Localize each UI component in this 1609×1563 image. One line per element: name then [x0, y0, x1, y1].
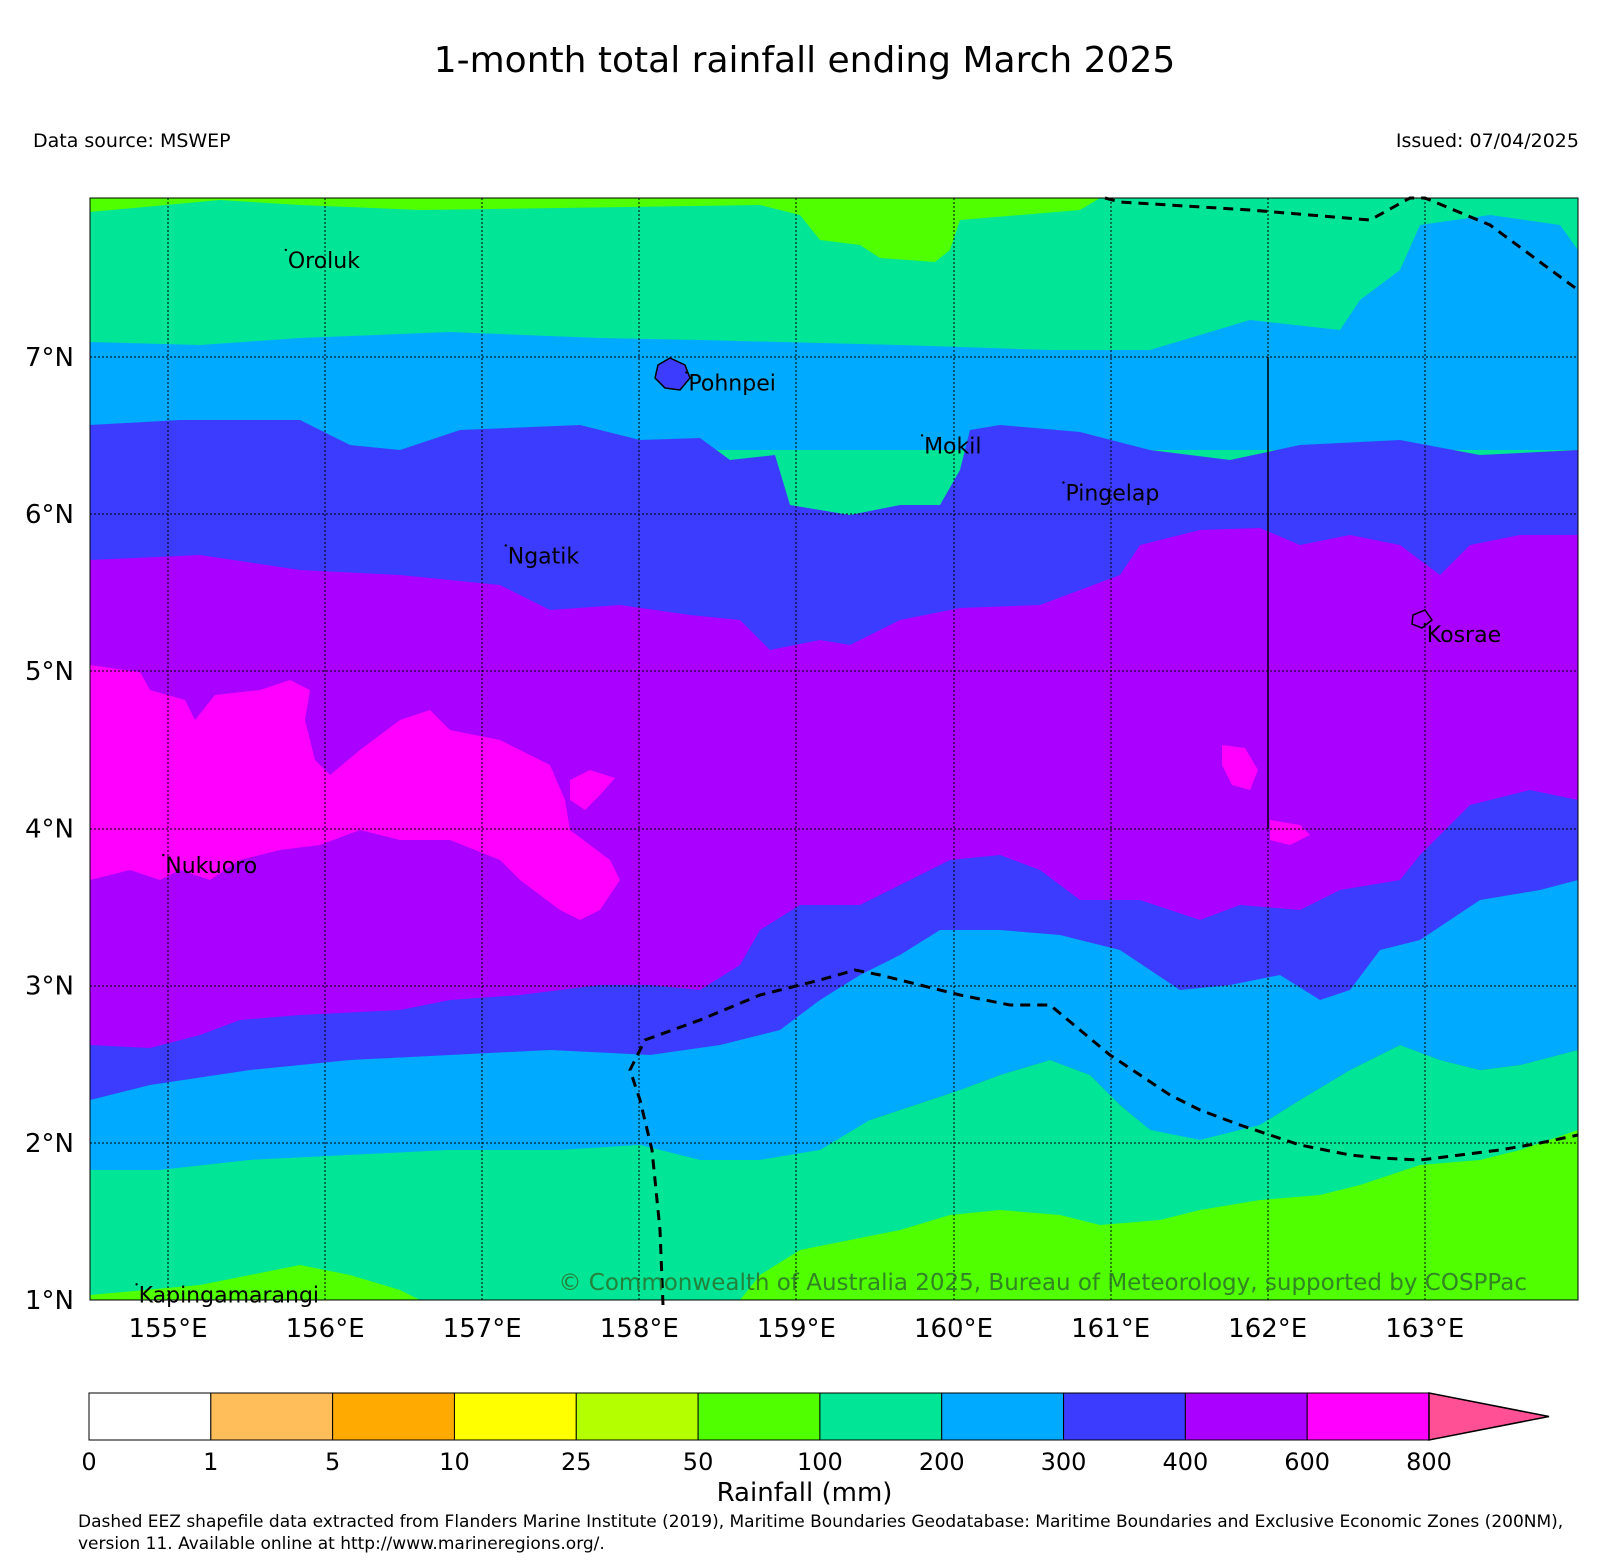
longitude-label: 160°E	[914, 1314, 993, 1344]
colorbar-extend-arrow	[1428, 1392, 1550, 1441]
place-marker	[1062, 481, 1065, 484]
place-marker	[685, 371, 688, 374]
longitude-label: 156°E	[286, 1314, 365, 1344]
band-600-800-patch-c	[1270, 820, 1310, 845]
colorbar-tick-label: 5	[324, 1448, 341, 1476]
copyright-notice: © Commonwealth of Australia 2025, Bureau…	[558, 1270, 1527, 1296]
colorbar-segment	[453, 1392, 577, 1441]
latitude-label: 2°N	[25, 1129, 74, 1159]
map-title: 1-month total rainfall ending March 2025	[433, 40, 1176, 81]
pohnpei-island	[654, 357, 691, 391]
latitude-label: 6°N	[25, 500, 74, 530]
place-label: Oroluk	[288, 249, 360, 274]
colorbar	[88, 1392, 1550, 1441]
colorbar-tick-label: 800	[1406, 1448, 1452, 1476]
place-marker	[504, 544, 507, 547]
colorbar-tick-label: 100	[797, 1448, 843, 1476]
place-marker	[284, 248, 288, 252]
place-label: Kosrae	[1427, 623, 1501, 648]
colorbar-title: Rainfall (mm)	[716, 1478, 893, 1508]
place-label: Ngatik	[508, 544, 580, 569]
longitude-label: 158°E	[600, 1314, 679, 1344]
band-600-800-west	[90, 665, 620, 920]
band-50-100-north	[90, 198, 1100, 262]
band-600-800-patch-a	[570, 770, 615, 810]
place-label: Kapingamarangi	[139, 1283, 319, 1308]
band-200-300-south	[90, 880, 1578, 1170]
longitude-labels: 155°E 156°E 157°E 158°E 159°E 160°E 161°E 162°E…	[128, 1314, 1464, 1344]
longitude-label: 163°E	[1385, 1314, 1464, 1344]
longitude-label: 159°E	[757, 1314, 836, 1344]
issued-date: Issued: 07/04/2025	[1395, 130, 1579, 152]
colorbar-tick-label: 400	[1162, 1448, 1209, 1476]
colorbar-tick-label: 300	[1040, 1448, 1087, 1476]
colorbar-tick-label: 600	[1284, 1448, 1331, 1476]
latitude-label: 3°N	[25, 972, 74, 1002]
colorbar-segment	[1306, 1392, 1430, 1441]
place-marker	[920, 434, 924, 437]
colorbar-segment	[941, 1392, 1065, 1441]
colorbar-segment	[210, 1392, 334, 1441]
colorbar-segment	[697, 1392, 821, 1441]
longitude-label: 161°E	[1071, 1314, 1150, 1344]
colorbar-tick-label: 0	[81, 1448, 97, 1476]
place-labels: Oroluk Pohnpei Mokil Pingelap Ngatik Kosrae Nu…	[135, 248, 1501, 1308]
footnote: Dashed EEZ shapefile data extracted from…	[78, 1512, 1564, 1554]
colorbar-segment	[332, 1392, 455, 1441]
colorbar-segment	[88, 1392, 212, 1441]
place-label: Pohnpei	[688, 372, 775, 397]
place-label: Pingelap	[1065, 482, 1159, 507]
colorbar-segment	[575, 1392, 699, 1441]
place-marker	[162, 853, 165, 857]
place-label: Mokil	[924, 434, 981, 459]
band-400-600	[90, 528, 1578, 1048]
colorbar-segment	[1063, 1392, 1186, 1441]
latitude-labels: 1°N 2°N 3°N 4°N 5°N 6°N 7°N	[25, 343, 74, 1316]
longitude-label: 157°E	[443, 1314, 522, 1344]
place-marker	[135, 1283, 138, 1286]
colorbar-tick-label: 200	[918, 1448, 965, 1476]
place-label: Nukuoro	[165, 854, 257, 879]
longitude-label: 162°E	[1228, 1314, 1307, 1344]
latitude-label: 7°N	[25, 343, 74, 373]
band-200-300-north	[90, 215, 1578, 450]
band-50-100-southwest	[90, 1265, 420, 1300]
latitude-label: 5°N	[25, 657, 74, 687]
colorbar-tick-label: 50	[682, 1448, 714, 1476]
place-marker	[1423, 622, 1427, 626]
rainfall-bands	[90, 198, 1578, 1300]
band-50-100-south	[740, 1130, 1578, 1300]
data-source: Data source: MSWEP	[33, 130, 231, 152]
colorbar-tick-label: 25	[560, 1448, 592, 1476]
colorbar-segment	[1184, 1392, 1308, 1441]
colorbar-segment	[819, 1392, 943, 1441]
kosrae-island	[1411, 609, 1434, 629]
longitude-label: 155°E	[128, 1314, 207, 1344]
band-600-800-patch-b	[1222, 745, 1258, 790]
map-frame	[89, 197, 1579, 1301]
colorbar-tick-label: 10	[439, 1448, 470, 1476]
latitude-label: 4°N	[25, 814, 74, 844]
colorbar-tick-label: 1	[203, 1448, 219, 1476]
latitude-label: 1°N	[25, 1286, 74, 1316]
